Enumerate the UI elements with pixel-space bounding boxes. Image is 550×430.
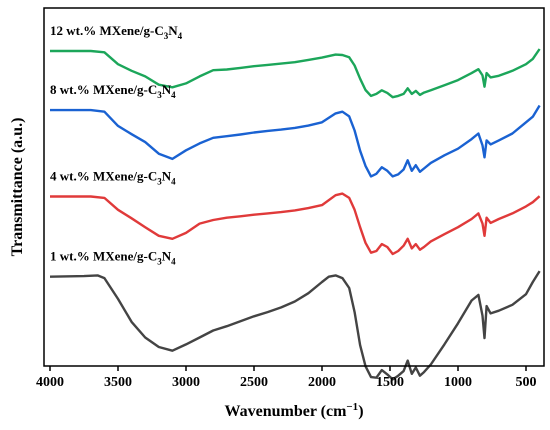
x-tick-label-0: 4000 [36, 375, 64, 390]
series-lines-layer [49, 48, 541, 381]
x-tick-label-2: 3000 [172, 375, 200, 390]
plot-frame [43, 7, 545, 367]
series-label-2: 4 wt.% MXene/g-C3N4 [50, 169, 176, 187]
x-axis-title-sup: −1 [346, 401, 358, 413]
series-label-3: 1 wt.% MXene/g-C3N4 [50, 249, 176, 267]
series-label-2-part-2: N [162, 169, 172, 184]
series-line-3 [49, 270, 541, 381]
series-line-0 [50, 48, 541, 99]
series-line-1 [50, 104, 541, 178]
series-label-0-part-2: N [168, 23, 178, 38]
x-axis-title: Wavenumber (cm−1) [224, 401, 363, 420]
series-label-0: 12 wt.% MXene/g-C3N4 [50, 23, 183, 41]
x-tick-label-3: 2500 [240, 375, 268, 390]
series-label-2-part-0: 4 wt.% MXene/g-C [50, 169, 157, 184]
series-label-2-part-3: 4 [171, 177, 176, 187]
x-tick-label-6: 1000 [444, 375, 472, 390]
x-tick-label-5: 1500 [376, 375, 404, 390]
series-label-1: 8 wt.% MXene/g-C3N4 [50, 82, 176, 100]
x-tick-label-7: 500 [516, 375, 537, 390]
series-label-3-part-3: 4 [171, 257, 176, 267]
x-axis-title-main: Wavenumber (cm [224, 403, 347, 420]
series-label-3-part-0: 1 wt.% MXene/g-C [50, 249, 157, 264]
series-label-0-part-1: 3 [164, 31, 169, 41]
x-axis-ticks: 4000 3500 3000 2500 2000 1500 1000 500 [36, 366, 537, 390]
series-line-2 [50, 192, 541, 256]
series-label-3-part-1: 3 [157, 257, 162, 267]
x-tick-label-4: 2000 [308, 375, 336, 390]
series-label-3-part-2: N [162, 249, 172, 264]
x-axis-title-end: ) [358, 403, 363, 420]
series-label-0-part-0: 12 wt.% MXene/g-C [50, 23, 164, 38]
y-axis-title: Transmittance (a.u.) [9, 118, 26, 257]
series-label-1-part-2: N [162, 82, 172, 97]
series-label-1-part-1: 3 [157, 90, 162, 100]
series-label-1-part-0: 8 wt.% MXene/g-C [50, 82, 157, 97]
x-tick-label-1: 3500 [104, 375, 132, 390]
series-label-2-part-1: 3 [157, 177, 162, 187]
series-label-1-part-3: 4 [171, 90, 176, 100]
series-label-0-part-3: 4 [178, 31, 183, 41]
